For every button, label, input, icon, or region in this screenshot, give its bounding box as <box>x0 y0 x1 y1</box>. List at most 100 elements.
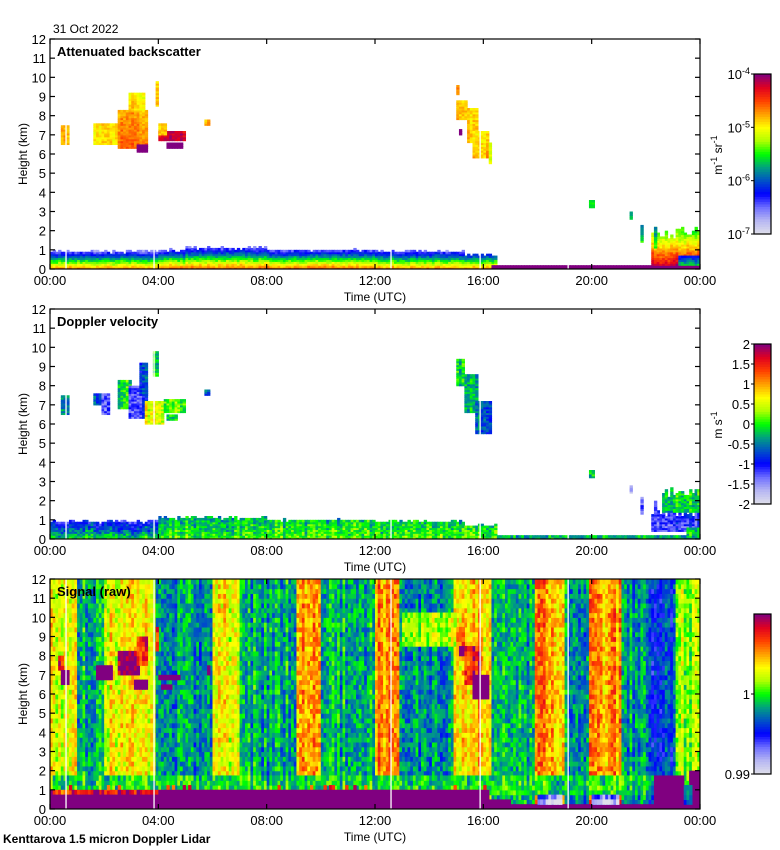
heatmap-cell <box>480 138 484 142</box>
heatmap-cell <box>236 263 241 266</box>
heatmap-cell <box>588 535 593 538</box>
heatmap-cell <box>323 525 327 529</box>
heatmap-cell <box>486 131 490 134</box>
heatmap-cell <box>228 537 233 539</box>
heatmap-cell <box>117 261 122 264</box>
heatmap-cell <box>469 537 474 539</box>
heatmap-cell <box>486 533 490 536</box>
heatmap-cell <box>440 251 444 255</box>
heatmap-cell <box>253 261 257 264</box>
heatmap-cell <box>347 525 352 529</box>
heatmap-cell <box>112 259 116 262</box>
heatmap-cell <box>234 531 238 534</box>
heatmap-cell <box>245 519 249 523</box>
heatmap-cell <box>491 529 495 532</box>
heatmap-cell <box>136 136 140 140</box>
heatmap-cell <box>375 521 379 525</box>
heatmap-cell <box>282 267 287 269</box>
heatmap-cell <box>117 113 122 117</box>
heatmap-cell <box>253 531 257 534</box>
heatmap-cell <box>123 519 127 523</box>
heatmap-cell <box>372 519 376 523</box>
heatmap-cell <box>133 132 138 136</box>
heatmap-cell <box>245 259 249 262</box>
heatmap-cell <box>486 150 490 153</box>
heatmap-cell <box>491 535 495 538</box>
heatmap-cell <box>215 263 219 266</box>
heatmap-cell <box>131 127 135 130</box>
heatmap-cell <box>664 529 669 532</box>
heatmap-cell <box>120 519 124 523</box>
heatmap-cell <box>261 537 265 539</box>
heatmap-cell <box>106 527 111 531</box>
heatmap-cell <box>52 265 57 268</box>
heatmap-cell <box>60 125 65 128</box>
heatmap-cell <box>402 261 406 264</box>
heatmap-cell <box>104 251 108 255</box>
heatmap-cell <box>215 521 219 525</box>
heatmap-cell <box>437 523 441 527</box>
heatmap-cell <box>133 261 138 264</box>
heatmap-cell <box>125 259 130 262</box>
heatmap-cell <box>385 265 390 268</box>
heatmap-cell <box>266 519 270 523</box>
heatmap-cell <box>675 236 679 239</box>
heatmap-region <box>93 123 122 146</box>
heatmap-cell <box>226 525 230 529</box>
heatmap-cell <box>177 253 181 257</box>
heatmap-cell <box>486 132 490 136</box>
heatmap-cell <box>402 255 406 259</box>
heatmap-cell <box>236 519 241 523</box>
heatmap-cell <box>320 527 325 531</box>
heatmap-cell <box>464 257 468 261</box>
heatmap-cell <box>115 134 119 138</box>
heatmap-cell <box>215 523 219 527</box>
heatmap-cell <box>180 527 184 531</box>
heatmap-cell <box>651 238 655 241</box>
heatmap-cell <box>139 94 143 98</box>
heatmap-cell <box>670 249 674 253</box>
heatmap-cell <box>664 525 669 529</box>
heatmap-cell <box>334 533 338 536</box>
heatmap-cell <box>93 251 97 255</box>
heatmap-cell <box>112 123 116 126</box>
heatmap-cell <box>255 517 260 521</box>
heatmap-cell <box>467 265 471 268</box>
heatmap-cell <box>74 531 78 534</box>
heatmap-cell <box>139 111 143 115</box>
heatmap-cell <box>312 257 317 261</box>
heatmap-cell <box>215 265 219 268</box>
heatmap-cell <box>494 535 498 538</box>
heatmap-cell <box>396 259 400 262</box>
heatmap-cell <box>358 521 363 525</box>
heatmap-cell <box>383 267 387 269</box>
heatmap-cell <box>431 521 436 525</box>
heatmap-cell <box>104 523 108 527</box>
heatmap-cell <box>513 267 517 269</box>
heatmap-cell <box>136 92 140 96</box>
heatmap-cell <box>207 533 211 536</box>
heatmap-cell <box>418 537 422 539</box>
heatmap-cell <box>106 125 111 128</box>
heatmap-cell <box>691 240 696 243</box>
heatmap-cell <box>198 523 203 527</box>
heatmap-cell <box>261 263 265 266</box>
heatmap-cell <box>144 148 149 151</box>
heatmap-cell <box>448 521 452 525</box>
heatmap-cell <box>426 531 430 534</box>
heatmap-cell <box>461 263 465 266</box>
heatmap-cell <box>120 144 124 147</box>
heatmap-cell <box>120 140 124 144</box>
heatmap-cell <box>171 537 176 539</box>
heatmap-cell <box>209 531 214 534</box>
heatmap-cell <box>421 259 425 262</box>
heatmap-cell <box>310 519 314 523</box>
heatmap-cell <box>662 251 666 255</box>
heatmap-cell <box>93 131 97 134</box>
heatmap-cell <box>106 257 111 261</box>
heatmap-cell <box>96 535 100 538</box>
heatmap-cell <box>182 261 187 264</box>
heatmap-cell <box>456 104 460 107</box>
heatmap-cell <box>68 527 73 531</box>
heatmap-cell <box>144 111 149 115</box>
